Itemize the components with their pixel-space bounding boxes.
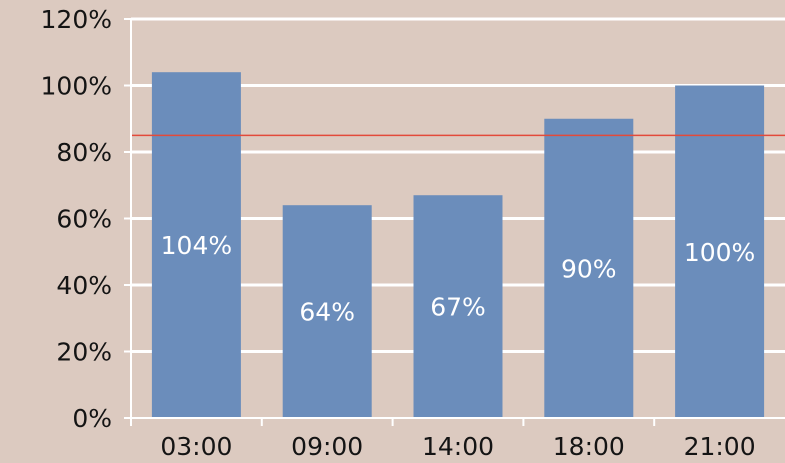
data-label-0300: 104% [161, 231, 232, 260]
y-tick-label-2: 40% [56, 271, 112, 300]
data-label-0900: 64% [299, 298, 355, 327]
x-tick-label-2100: 21:00 [684, 432, 756, 461]
bar-0300 [151, 72, 241, 418]
y-tick-label-5: 100% [41, 72, 112, 101]
y-tick-label-1: 20% [56, 338, 112, 367]
y-tick-labels: 0% 20% 40% 60% 80% 100% 120% [41, 5, 112, 433]
bar-2100 [675, 85, 765, 418]
x-tick-label-0300: 03:00 [160, 432, 232, 461]
data-labels: 104% 64% 67% 90% 100% [161, 231, 756, 327]
data-label-1800: 90% [561, 254, 617, 283]
x-tick-labels: 03:00 09:00 14:00 18:00 21:00 [160, 432, 755, 461]
y-tick-label-6: 120% [41, 5, 112, 34]
bar-1800 [544, 118, 634, 418]
bar-0900 [282, 205, 372, 418]
x-tick-label-1800: 18:00 [553, 432, 625, 461]
data-label-2100: 100% [684, 238, 755, 267]
axes [124, 18, 785, 426]
y-tick-label-0: 0% [72, 404, 112, 433]
bar-1400 [413, 195, 503, 418]
y-tick-label-4: 80% [56, 138, 112, 167]
y-tick-label-3: 60% [56, 205, 112, 234]
bars [151, 72, 765, 418]
x-tick-label-0900: 09:00 [291, 432, 363, 461]
x-tick-label-1400: 14:00 [422, 432, 494, 461]
data-label-1400: 67% [430, 293, 486, 322]
